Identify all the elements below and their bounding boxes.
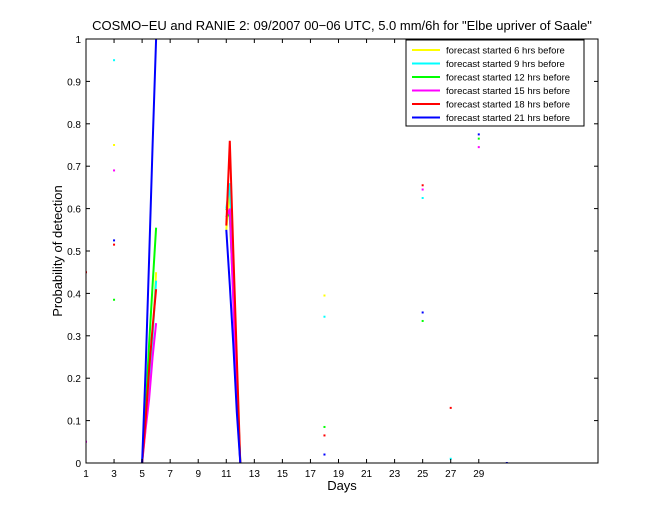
y-tick-label: 0.2 xyxy=(67,374,81,385)
x-tick-label: 15 xyxy=(277,469,289,480)
y-tick-label: 1 xyxy=(75,35,81,46)
y-tick-label: 0.5 xyxy=(67,247,81,258)
legend-label: forecast started 21 hrs before xyxy=(446,113,570,124)
x-axis-label: Days xyxy=(327,478,357,493)
legend-box xyxy=(405,39,585,127)
x-tick-label: 7 xyxy=(167,469,173,480)
y-tick-label: 0.4 xyxy=(67,289,81,300)
legend-label: forecast started 6 hrs before xyxy=(446,46,565,57)
y-tick-label: 0 xyxy=(75,459,81,470)
x-tick-label: 27 xyxy=(445,469,457,480)
series-line xyxy=(141,39,158,463)
x-tick-label: 21 xyxy=(361,469,373,480)
y-tick-label: 0.1 xyxy=(67,417,81,428)
y-tick-label: 0.7 xyxy=(67,162,81,173)
x-tick-label: 9 xyxy=(195,469,201,480)
x-tick-label: 23 xyxy=(389,469,401,480)
x-tick-label: 25 xyxy=(417,469,429,480)
series-line xyxy=(141,289,158,463)
x-tick-label: 19 xyxy=(333,469,345,480)
legend-label: forecast started 18 hrs before xyxy=(446,100,570,111)
legend-label: forecast started 15 hrs before xyxy=(446,86,570,97)
chart-title: COSMO−EU and RANIE 2: 09/2007 00−06 UTC,… xyxy=(92,18,592,33)
y-tick-label: 0.8 xyxy=(67,120,81,131)
series-line xyxy=(225,229,242,463)
x-tick-label: 11 xyxy=(221,469,232,480)
legend-label: forecast started 9 hrs before xyxy=(446,59,565,70)
y-tick-label: 0.3 xyxy=(67,332,81,343)
y-axis-label: Probability of detection xyxy=(50,185,65,317)
series-line xyxy=(225,140,242,463)
x-tick-label: 29 xyxy=(473,469,485,480)
legend-label: forecast started 12 hrs before xyxy=(446,73,570,84)
y-tick-label: 0.9 xyxy=(67,77,81,88)
x-tick-label: 5 xyxy=(139,469,145,480)
legend: forecast started 6 hrs before forecast st… xyxy=(405,39,585,127)
x-tick-label: 3 xyxy=(111,469,117,480)
y-tick-label: 0.6 xyxy=(67,205,81,216)
series-5 xyxy=(86,105,480,463)
x-tick-label: 13 xyxy=(249,469,261,480)
series-6 xyxy=(113,39,508,463)
x-tick-label: 1 xyxy=(83,469,89,480)
x-tick-label: 17 xyxy=(305,469,317,480)
